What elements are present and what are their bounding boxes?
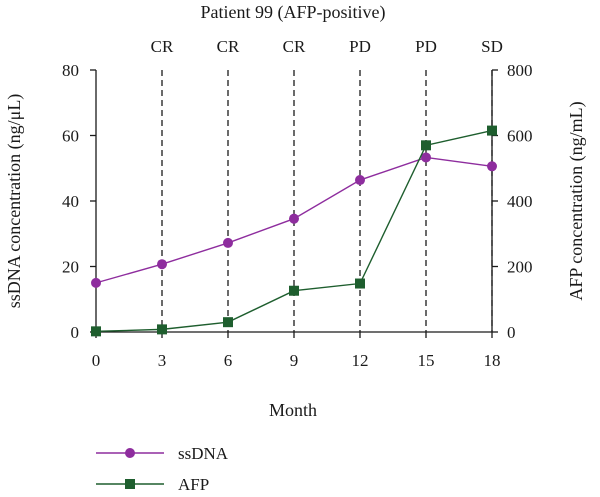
legend: ssDNA AFP [96, 444, 229, 494]
y-left-tick-label: 40 [62, 192, 79, 211]
ssdna-data-point [91, 277, 101, 288]
ssdna-data-point [487, 161, 497, 172]
legend-ssdna-label: ssDNA [178, 444, 229, 463]
y-axis-left-title: ssDNA concentration (ng/μL) [4, 94, 25, 309]
y-right-tick-label: 600 [507, 127, 533, 146]
x-tick-label: 12 [352, 351, 369, 370]
legend-afp-marker [125, 479, 135, 489]
status-label-pd-4: PD [415, 37, 437, 56]
ssdna-data-point [421, 152, 431, 163]
afp-data-point [421, 140, 431, 151]
afp-data-point [355, 278, 365, 289]
status-label-cr-2: CR [283, 37, 306, 56]
x-tick-label: 6 [224, 351, 233, 370]
ssdna-data-point [223, 237, 233, 248]
afp-data-point [487, 125, 497, 136]
x-tick-label: 3 [158, 351, 167, 370]
series [91, 125, 497, 337]
y-right-tick-label: 0 [507, 323, 516, 342]
y-left-tick-label: 0 [71, 323, 80, 342]
y-right-tick-label: 200 [507, 258, 533, 277]
status-label-cr-0: CR [151, 37, 174, 56]
ssdna-data-point [157, 259, 167, 270]
legend-afp-label: AFP [178, 475, 209, 494]
x-axis-title: Month [269, 400, 317, 420]
status-markers: CR CR CR PD PD SD [151, 37, 503, 332]
afp-data-point [223, 317, 233, 328]
x-tick-label: 9 [290, 351, 299, 370]
y-right-tick-label: 800 [507, 61, 533, 80]
ssdna-data-point [355, 175, 365, 186]
status-label-cr-1: CR [217, 37, 240, 56]
status-label-pd-3: PD [349, 37, 371, 56]
y-left-tick-label: 20 [62, 258, 79, 277]
y-right-tick-label: 400 [507, 192, 533, 211]
y-axis-right-title: AFP concentration (ng/mL) [566, 101, 587, 300]
ssdna-data-point [289, 213, 299, 224]
y-left-tick-label: 60 [62, 127, 79, 146]
status-label-sd-5: SD [481, 37, 503, 56]
y-left-tick-label: 80 [62, 61, 79, 80]
afp-data-point [91, 326, 101, 337]
x-tick-label: 18 [484, 351, 501, 370]
x-tick-label: 15 [418, 351, 435, 370]
afp-data-point [157, 324, 167, 335]
afp-data-point [289, 285, 299, 296]
x-tick-label: 0 [92, 351, 101, 370]
legend-ssdna-marker [125, 448, 135, 458]
chart-title: Patient 99 (AFP-positive) [201, 2, 386, 23]
